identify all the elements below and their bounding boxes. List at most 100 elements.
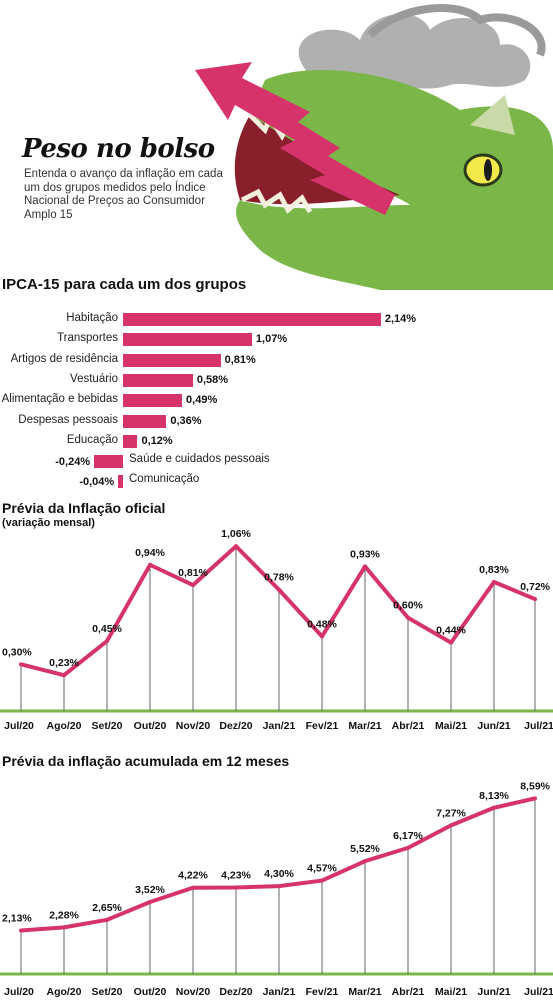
data-point [62,673,66,678]
bar-category-label: Artigos de residência [10,352,118,365]
bar-chart-title: IPCA-15 para cada um dos grupos [2,276,247,293]
bar-chart: Habitação 2,14% Transportes 1,07% Artigos de… [0,310,553,495]
data-value-label: 0,23% [49,657,79,669]
bar-value-label: 2,14% [384,313,417,325]
data-value-label: 0,93% [350,548,380,560]
data-value-label: 0,44% [436,625,466,637]
bar-value-label: -0,04% [79,476,115,489]
data-value-label: 0,72% [520,581,550,593]
data-point [148,900,152,905]
data-point [105,639,109,644]
data-value-label: 5,52% [350,843,380,855]
data-point [492,579,496,584]
x-tick-label: Nov/20 [176,720,211,732]
data-value-label: 1,06% [221,528,251,540]
data-point [191,885,195,890]
data-value-label: 4,57% [307,863,337,875]
x-tick-label: Jul/21 [524,720,553,732]
data-value-label: 6,17% [393,830,423,842]
bar-7 [94,455,123,469]
arrow-up-icon [195,62,395,215]
x-tick-label: Ago/20 [46,720,81,732]
line-chart-cumulative: 2,13% Jul/20 2,28% Ago/20 2,65% Set/20 3,52% Ou… [0,780,553,998]
dragon-eye-icon [463,153,503,187]
data-point [19,928,23,933]
data-point [406,615,410,620]
x-tick-label: Fev/21 [306,986,339,998]
dragon-illustration [195,4,553,290]
x-tick-label: Mai/21 [435,720,467,732]
bar-value-label: 0,49% [186,394,218,407]
x-tick-label: Out/20 [134,986,167,998]
bar-value-label: 1,07% [255,333,288,346]
x-tick-label: Jan/21 [263,986,296,998]
x-tick-label: Dez/20 [219,986,252,998]
data-point [320,634,324,639]
data-point [363,564,367,569]
bar-category-label: Alimentação e bebidas [1,393,118,406]
bar-category-label: Educação [66,433,118,446]
x-tick-label: Mar/21 [348,720,381,732]
series-line [20,544,536,678]
data-value-label: 2,28% [49,909,79,921]
page-subtitle: Entenda o avanço da inflação em cada um … [24,168,223,221]
data-point [62,925,66,930]
line-chart-monthly-subtitle: (variação mensal) [2,517,95,529]
smoke-icon [298,13,531,89]
data-value-label: 2,13% [2,912,32,924]
x-tick-label: Jun/21 [477,720,510,732]
data-value-label: 0,60% [393,600,423,612]
data-value-label: 0,94% [135,547,165,559]
bar-5 [123,414,167,428]
x-tick-label: Abr/21 [392,720,425,732]
x-tick-label: Set/20 [92,720,123,732]
data-value-label: 8,59% [520,780,550,792]
bar-category-label: Despesas pessoais [18,413,118,426]
bar-6 [123,434,138,448]
bar-category-label: Vestuário [70,372,118,385]
data-value-label: 0,45% [92,623,122,635]
line-chart-cumulative-title: Prévia da inflação acumulada em 12 meses [2,753,290,769]
bar-2 [123,353,221,367]
bar-value-label: 0,81% [224,353,256,366]
bar-value-label: 0,36% [170,414,202,427]
x-tick-label: Mai/21 [435,986,467,998]
x-tick-label: Ago/20 [46,986,81,998]
bar-category-label: Transportes [57,332,118,345]
x-tick-label: Set/20 [92,986,123,998]
data-point [277,587,281,592]
bar-0 [123,313,381,326]
page-title: Peso no bolso [22,134,215,164]
x-tick-label: Mar/21 [348,986,381,998]
data-point [363,859,367,864]
line-chart-monthly: 0,30% Jul/20 0,23% Ago/20 0,45% Set/20 0,94% Ou… [0,528,553,732]
data-point [492,805,496,810]
x-tick-label: Jan/21 [263,720,296,732]
bar-value-label: 0,58% [196,373,229,386]
data-value-label: 0,30% [2,646,32,658]
data-point [105,917,109,922]
bar-3 [123,373,193,387]
bar-1 [123,333,252,347]
data-value-label: 4,30% [264,868,294,880]
x-tick-label: Jul/20 [4,720,34,732]
bar-category-label: Saúde e cuidados pessoais [129,453,270,466]
data-value-label: 0,83% [479,564,509,576]
data-point [533,796,537,801]
bar-4 [123,394,183,408]
x-tick-label: Fev/21 [306,720,339,732]
data-point [148,562,152,567]
data-point [234,885,238,890]
data-value-label: 3,52% [135,884,165,896]
data-point [320,878,324,883]
data-point [234,544,238,549]
data-value-label: 0,48% [307,618,337,630]
bar-category-label: Comunicação [129,473,200,486]
data-point [533,597,537,602]
x-tick-label: Out/20 [134,720,167,732]
data-point [406,845,410,850]
data-point [449,823,453,828]
data-point [19,662,23,667]
x-tick-label: Jul/20 [4,986,34,998]
data-value-label: 8,13% [479,790,509,802]
